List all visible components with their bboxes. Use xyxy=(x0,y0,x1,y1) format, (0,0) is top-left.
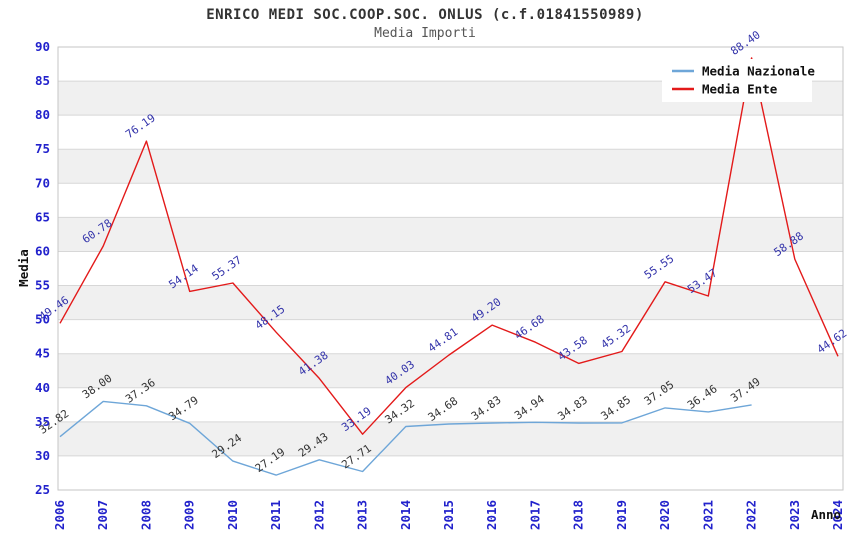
y-tick-label: 85 xyxy=(35,73,50,88)
x-tick-label: 2015 xyxy=(441,500,456,530)
x-tick-label: 2011 xyxy=(268,500,283,530)
plot-band xyxy=(58,115,843,150)
y-tick-label: 75 xyxy=(35,141,50,156)
plot-band xyxy=(58,149,843,184)
x-tick-label: 2007 xyxy=(95,500,110,530)
plot-band xyxy=(58,319,843,354)
legend: Media Nazionale Media Ente xyxy=(662,59,815,102)
x-tick-label: 2017 xyxy=(527,500,542,530)
y-tick-label: 80 xyxy=(35,107,50,122)
plot-band xyxy=(58,421,843,456)
y-axis-label: Media xyxy=(16,249,31,287)
plot-band xyxy=(58,387,843,422)
legend-box xyxy=(662,59,812,102)
y-tick-label: 35 xyxy=(35,414,50,429)
y-tick-label: 25 xyxy=(35,482,50,497)
y-tick-label: 55 xyxy=(35,278,50,293)
x-tick-label: 2021 xyxy=(700,500,715,530)
y-tick-label: 90 xyxy=(35,39,50,54)
plot-band xyxy=(58,353,843,388)
plot-band xyxy=(58,183,843,218)
x-tick-label: 2016 xyxy=(484,500,499,530)
x-tick-label: 2023 xyxy=(787,500,802,530)
y-tick-label: 40 xyxy=(35,380,50,395)
x-tick-label: 2013 xyxy=(355,500,370,530)
chart-subtitle: Media Importi xyxy=(374,26,476,41)
plot-band xyxy=(58,251,843,286)
y-tick-label: 70 xyxy=(35,175,50,190)
x-tick-label: 2019 xyxy=(614,500,629,530)
y-tick-label: 60 xyxy=(35,243,50,258)
x-tick-label: 2010 xyxy=(225,500,240,530)
x-axis-label: Anno xyxy=(811,507,841,522)
plot-band xyxy=(58,285,843,320)
y-tick-label: 50 xyxy=(35,312,50,327)
legend-item-media-nazionale: Media Nazionale xyxy=(672,64,815,79)
legend-item-media-ente: Media Ente xyxy=(672,82,778,97)
x-tick-label: 2006 xyxy=(52,500,67,530)
legend-label: Media Nazionale xyxy=(702,64,815,79)
x-tick-label: 2012 xyxy=(311,500,326,530)
plot-band xyxy=(58,455,843,490)
series-line-media-nazionale xyxy=(59,400,752,476)
x-tick-label: 2008 xyxy=(138,500,153,530)
x-tick-label: 2009 xyxy=(182,500,197,530)
x-tick-label: 2014 xyxy=(398,500,413,530)
y-tick-label: 65 xyxy=(35,209,50,224)
x-tick-label: 2020 xyxy=(657,500,672,530)
plot-band xyxy=(58,217,843,252)
y-tick-label: 30 xyxy=(35,448,50,463)
plot-border xyxy=(57,46,844,491)
chart-title: ENRICO MEDI SOC.COOP.SOC. ONLUS (c.f.018… xyxy=(206,7,644,23)
x-tick-label: 2024 xyxy=(830,500,845,530)
y-tick-label: 45 xyxy=(35,346,50,361)
x-tick-label: 2018 xyxy=(571,500,586,530)
legend-label: Media Ente xyxy=(702,82,778,97)
series-line-media-ente xyxy=(59,57,839,435)
x-tick-label: 2022 xyxy=(744,500,759,530)
